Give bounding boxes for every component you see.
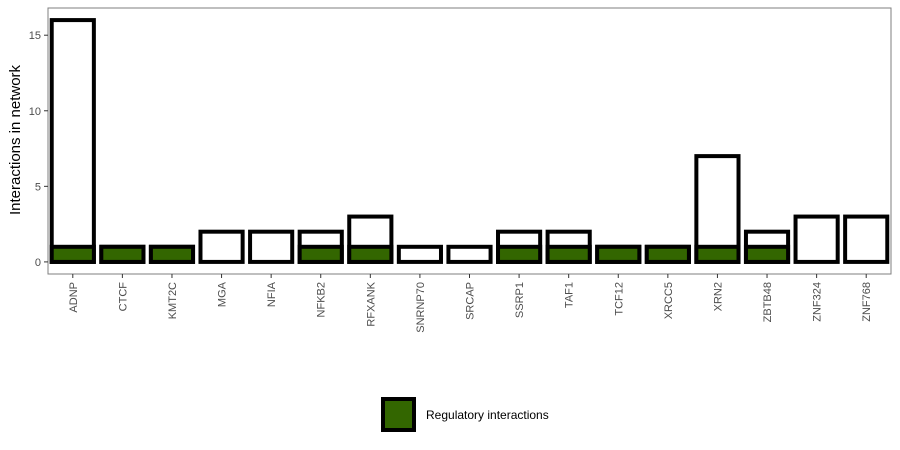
bar-total-znf768 bbox=[843, 214, 890, 264]
regulatory-bars bbox=[49, 244, 791, 264]
y-tick-label: 5 bbox=[35, 181, 41, 193]
x-tick-label-mga: MGA bbox=[217, 281, 229, 307]
y-tick-label: 10 bbox=[29, 106, 41, 118]
x-axis: ADNP CTCF KMT2C MGA NFIA NFKB2 RFXANK SNRNP70 SR… bbox=[68, 274, 873, 333]
bar-total-adnp bbox=[49, 18, 96, 264]
x-tick-label-nfkb2: NFKB2 bbox=[316, 282, 328, 317]
x-tick-label-xrn2: XRN2 bbox=[712, 282, 724, 311]
x-tick-label-ssrp1: SSRP1 bbox=[514, 282, 526, 318]
x-tick-label-taf1: TAF1 bbox=[564, 282, 576, 308]
legend-key-regulatory bbox=[381, 397, 416, 432]
y-axis-title: Interactions in network bbox=[7, 64, 24, 215]
bar-total-nfia bbox=[248, 229, 295, 264]
y-tick-label: 15 bbox=[29, 30, 41, 42]
x-tick-label-snrnp70: SNRNP70 bbox=[415, 282, 427, 333]
x-tick-label-znf324: ZNF324 bbox=[812, 282, 824, 322]
x-tick-label-znf768: ZNF768 bbox=[861, 282, 873, 322]
x-tick-label-srcap: SRCAP bbox=[465, 282, 477, 320]
x-tick-label-nfia: NFIA bbox=[266, 281, 278, 307]
bar-total-xrn2 bbox=[694, 154, 741, 264]
bar-regulatory-kmt2c bbox=[148, 244, 196, 264]
bar-total-srcap bbox=[446, 244, 493, 264]
x-tick-label-tcf12: TCF12 bbox=[613, 282, 625, 316]
bar-regulatory-nfkb2 bbox=[297, 244, 344, 264]
y-axis: 0 5 10 15 bbox=[29, 30, 48, 269]
y-tick-label: 0 bbox=[35, 257, 41, 269]
bar-regulatory-rfxank bbox=[347, 244, 394, 264]
x-tick-label-kmt2c: KMT2C bbox=[167, 282, 179, 319]
x-tick-label-adnp: ADNP bbox=[68, 282, 80, 313]
bar-regulatory-xrn2 bbox=[694, 244, 741, 264]
x-tick-label-ctcf: CTCF bbox=[117, 282, 129, 312]
legend: Regulatory interactions bbox=[381, 397, 549, 432]
x-tick-label-xrcc5: XRCC5 bbox=[663, 282, 675, 319]
bar-total-snrnp70 bbox=[396, 244, 443, 264]
x-tick-label-rfxank: RFXANK bbox=[365, 281, 377, 326]
bar-regulatory-taf1 bbox=[545, 244, 592, 264]
bar-total-znf324 bbox=[793, 214, 840, 264]
bar-regulatory-ssrp1 bbox=[496, 244, 543, 264]
bar-regulatory-tcf12 bbox=[595, 244, 642, 264]
bar-total-mga bbox=[198, 229, 245, 264]
x-tick-label-zbtb48: ZBTB48 bbox=[762, 282, 774, 322]
bar-regulatory-adnp bbox=[49, 244, 96, 264]
bar-regulatory-xrcc5 bbox=[644, 244, 691, 264]
bar-regulatory-ctcf bbox=[99, 244, 146, 264]
bar-regulatory-zbtb48 bbox=[743, 244, 791, 264]
legend-label-regulatory: Regulatory interactions bbox=[426, 408, 549, 422]
